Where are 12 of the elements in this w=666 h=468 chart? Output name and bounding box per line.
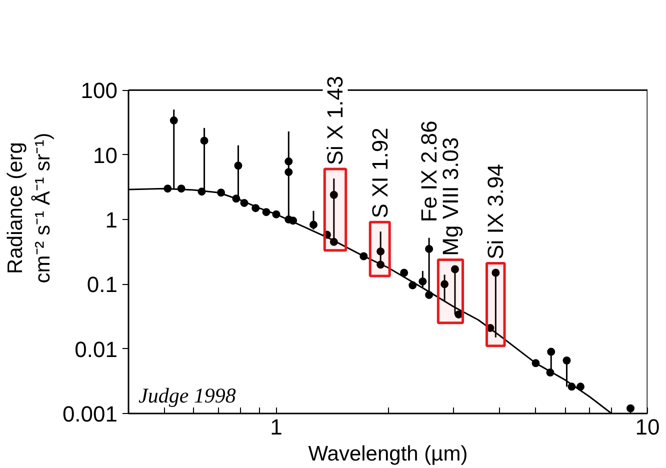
band-label: Si X 1.43 xyxy=(322,76,348,166)
x-axis-title: Wavelength (µm) xyxy=(308,442,468,466)
y-tick-label: 0.1 xyxy=(86,272,118,298)
y-tick-label: 10 xyxy=(93,142,118,168)
y-tick-label: 100 xyxy=(80,78,118,104)
y-tick-label: 1 xyxy=(105,207,118,232)
annotation: Judge 1998 xyxy=(138,384,236,408)
band-label: Si IX 3.94 xyxy=(483,164,508,260)
band-label: S XI 1.92 xyxy=(367,128,392,218)
y-tick-label: 0.01 xyxy=(74,336,118,362)
y-tick-label: 0.001 xyxy=(62,402,118,426)
y-axis-title: Radiance (erg cm⁻² s⁻¹ Å⁻¹ sr⁻¹) xyxy=(4,132,54,284)
